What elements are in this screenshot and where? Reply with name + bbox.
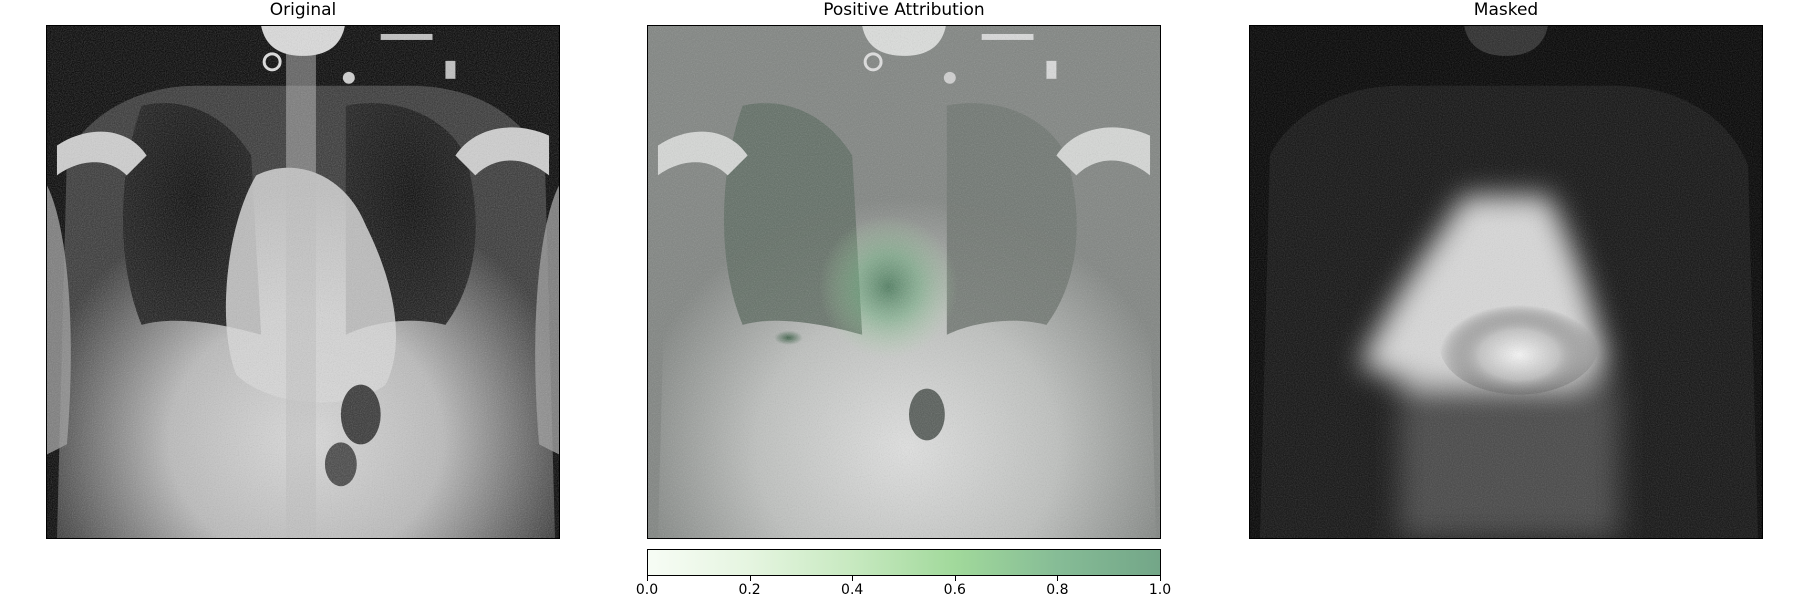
original-image — [46, 25, 560, 539]
colorbar — [647, 549, 1161, 576]
masked-title: Masked — [1473, 0, 1539, 20]
colorbar-tick-label: 1.0 — [1148, 582, 1172, 598]
colorbar-tick-label: 0.4 — [841, 582, 864, 598]
original-title: Original — [269, 0, 337, 20]
colorbar-tick-label: 0.2 — [738, 582, 761, 598]
colorbar-tick — [1057, 576, 1059, 581]
attribution-image — [647, 25, 1161, 539]
attribution-title: Positive Attribution — [823, 0, 985, 20]
colorbar-tick-label: 0.0 — [635, 582, 659, 598]
colorbar-tick-label: 0.6 — [943, 582, 966, 598]
colorbar-tick-label: 0.8 — [1046, 582, 1069, 598]
masked-image — [1249, 25, 1763, 539]
colorbar-tick — [1160, 576, 1161, 581]
colorbar-tick — [647, 576, 648, 581]
colorbar-tick — [749, 576, 751, 581]
colorbar-tick — [852, 576, 854, 581]
colorbar-tick — [954, 576, 956, 581]
